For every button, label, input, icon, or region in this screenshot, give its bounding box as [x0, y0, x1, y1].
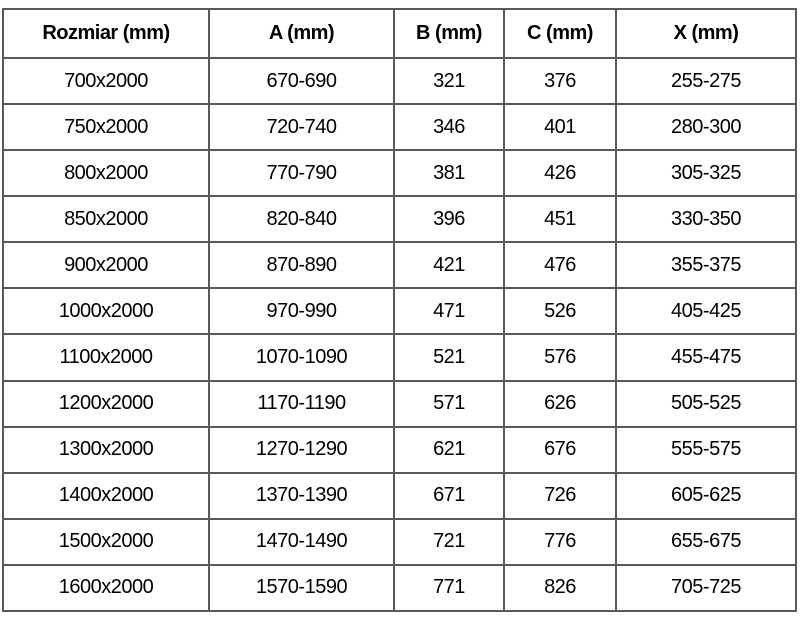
cell-c: 676: [503, 425, 617, 474]
cell-x: 330-350: [615, 195, 797, 244]
cell-a: 1070-1090: [208, 333, 395, 382]
cell-c: 776: [503, 517, 617, 566]
table-row: 1400x2000 1370-1390 671 726 605-625: [2, 471, 797, 520]
cell-x: 405-425: [615, 287, 797, 336]
table-row: 1000x2000 970-990 471 526 405-425: [2, 287, 797, 336]
cell-c: 726: [503, 471, 617, 520]
cell-b: 621: [393, 425, 505, 474]
table-row: 1100x2000 1070-1090 521 576 455-475: [2, 333, 797, 382]
cell-size: 700x2000: [2, 56, 210, 106]
cell-size: 1600x2000: [2, 563, 210, 613]
table-row: 1200x2000 1170-1190 571 626 505-525: [2, 379, 797, 428]
column-header-rozmiar: Rozmiar (mm): [2, 8, 210, 59]
table-row: 1300x2000 1270-1290 621 676 555-575: [2, 425, 797, 474]
cell-size: 1200x2000: [2, 379, 210, 428]
cell-a: 720-740: [208, 103, 395, 152]
cell-b: 421: [393, 241, 505, 290]
header-row: Rozmiar (mm) A (mm) B (mm) C (mm) X (mm): [2, 8, 797, 59]
cell-x: 605-625: [615, 471, 797, 520]
cell-size: 900x2000: [2, 241, 210, 290]
table-row: 800x2000 770-790 381 426 305-325: [2, 149, 797, 198]
cell-size: 850x2000: [2, 195, 210, 244]
cell-size: 1000x2000: [2, 287, 210, 336]
cell-b: 346: [393, 103, 505, 152]
cell-c: 426: [503, 149, 617, 198]
cell-b: 321: [393, 56, 505, 106]
cell-c: 451: [503, 195, 617, 244]
cell-c: 401: [503, 103, 617, 152]
cell-a: 1270-1290: [208, 425, 395, 474]
cell-x: 255-275: [615, 56, 797, 106]
cell-a: 1470-1490: [208, 517, 395, 566]
cell-x: 455-475: [615, 333, 797, 382]
cell-x: 705-725: [615, 563, 797, 613]
cell-a: 1170-1190: [208, 379, 395, 428]
cell-x: 555-575: [615, 425, 797, 474]
cell-a: 670-690: [208, 56, 395, 106]
table-header: Rozmiar (mm) A (mm) B (mm) C (mm) X (mm): [2, 8, 797, 59]
cell-b: 771: [393, 563, 505, 613]
cell-x: 655-675: [615, 517, 797, 566]
cell-a: 770-790: [208, 149, 395, 198]
column-header-c: C (mm): [503, 8, 617, 59]
table-row: 1500x2000 1470-1490 721 776 655-675: [2, 517, 797, 566]
cell-b: 396: [393, 195, 505, 244]
cell-a: 870-890: [208, 241, 395, 290]
size-table-container: Rozmiar (mm) A (mm) B (mm) C (mm) X (mm)…: [2, 8, 797, 613]
column-header-a: A (mm): [208, 8, 395, 59]
cell-b: 721: [393, 517, 505, 566]
size-spec-table: Rozmiar (mm) A (mm) B (mm) C (mm) X (mm)…: [2, 8, 797, 613]
cell-x: 505-525: [615, 379, 797, 428]
cell-x: 280-300: [615, 103, 797, 152]
cell-size: 750x2000: [2, 103, 210, 152]
cell-c: 376: [503, 56, 617, 106]
cell-b: 671: [393, 471, 505, 520]
cell-c: 476: [503, 241, 617, 290]
cell-size: 1400x2000: [2, 471, 210, 520]
cell-c: 576: [503, 333, 617, 382]
cell-size: 800x2000: [2, 149, 210, 198]
column-header-x: X (mm): [615, 8, 797, 59]
cell-x: 305-325: [615, 149, 797, 198]
table-row: 900x2000 870-890 421 476 355-375: [2, 241, 797, 290]
table-row: 750x2000 720-740 346 401 280-300: [2, 103, 797, 152]
table-row: 1600x2000 1570-1590 771 826 705-725: [2, 563, 797, 613]
cell-a: 1570-1590: [208, 563, 395, 613]
cell-b: 381: [393, 149, 505, 198]
cell-b: 471: [393, 287, 505, 336]
cell-c: 826: [503, 563, 617, 613]
table-row: 850x2000 820-840 396 451 330-350: [2, 195, 797, 244]
cell-c: 526: [503, 287, 617, 336]
table-body: 700x2000 670-690 321 376 255-275 750x200…: [2, 56, 797, 613]
cell-size: 1100x2000: [2, 333, 210, 382]
cell-b: 571: [393, 379, 505, 428]
cell-a: 970-990: [208, 287, 395, 336]
cell-size: 1300x2000: [2, 425, 210, 474]
table-row: 700x2000 670-690 321 376 255-275: [2, 56, 797, 106]
cell-a: 820-840: [208, 195, 395, 244]
cell-c: 626: [503, 379, 617, 428]
column-header-b: B (mm): [393, 8, 505, 59]
cell-size: 1500x2000: [2, 517, 210, 566]
cell-x: 355-375: [615, 241, 797, 290]
cell-b: 521: [393, 333, 505, 382]
cell-a: 1370-1390: [208, 471, 395, 520]
